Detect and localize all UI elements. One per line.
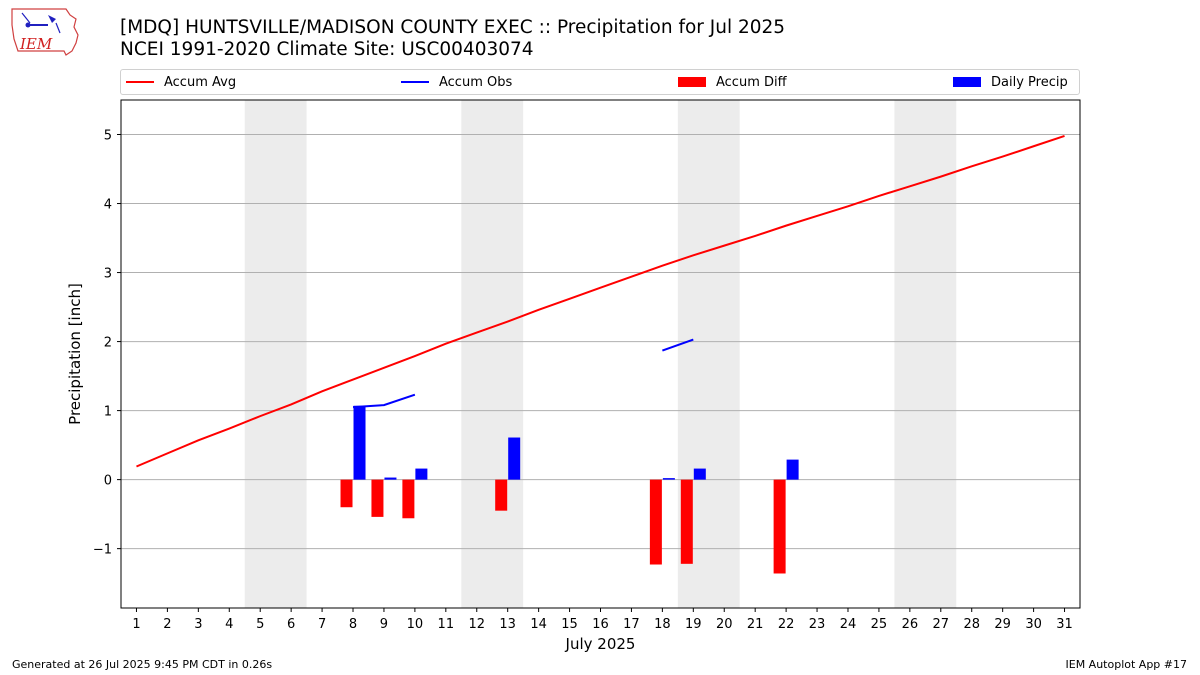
x-tick-label-27: 27 <box>933 617 950 632</box>
daily-precip-bar-10 <box>415 468 428 480</box>
x-axis-label: July 2025 <box>565 635 636 653</box>
x-tick-label-12: 12 <box>468 617 485 632</box>
x-tick-label-15: 15 <box>561 617 578 632</box>
y-tick-label-2: 2 <box>104 336 112 351</box>
legend-item-daily-precip: Daily Precip <box>953 70 1068 94</box>
x-tick-label-10: 10 <box>407 617 424 632</box>
accum-diff-bar-19 <box>680 479 693 564</box>
weekend-band-3 <box>894 100 957 608</box>
y-axis-label: Precipitation [inch] <box>66 283 84 425</box>
x-tick-label-6: 6 <box>287 617 295 632</box>
chart-legend: Accum Avg Accum Obs Accum Diff Daily Pre… <box>120 69 1080 95</box>
x-tick-label-19: 19 <box>685 617 702 632</box>
accum-obs-line-0 <box>352 393 416 409</box>
legend-label-daily-precip: Daily Precip <box>991 74 1068 90</box>
daily-precip-bar-22 <box>786 459 799 480</box>
legend-label-accum-avg: Accum Avg <box>164 74 237 90</box>
chart-title: [MDQ] HUNTSVILLE/MADISON COUNTY EXEC :: … <box>120 17 785 61</box>
legend-label-accum-obs: Accum Obs <box>439 74 513 90</box>
weekend-band-0 <box>244 100 307 608</box>
x-tick-label-7: 7 <box>318 617 326 632</box>
y-tick-label-5: 5 <box>104 129 112 144</box>
x-tick-label-5: 5 <box>256 617 264 632</box>
x-tick-label-8: 8 <box>349 617 357 632</box>
x-tick-label-17: 17 <box>623 617 640 632</box>
x-tick-label-22: 22 <box>778 617 795 632</box>
daily-precip-bar-19 <box>693 468 706 480</box>
footer-generated: Generated at 26 Jul 2025 9:45 PM CDT in … <box>12 658 273 671</box>
y-tick-label-4: 4 <box>104 198 112 213</box>
y-tick-label-0: 0 <box>104 474 112 489</box>
x-tick-label-9: 9 <box>380 617 388 632</box>
legend-swatch-accum-avg <box>126 81 154 83</box>
x-tick-label-16: 16 <box>592 617 609 632</box>
legend-item-accum-diff: Accum Diff <box>678 70 787 94</box>
daily-precip-bar-18 <box>662 478 675 480</box>
daily-precip-bar-8 <box>353 405 366 480</box>
iem-logo: IEM <box>8 5 82 59</box>
y-tick-label--1: −1 <box>93 543 112 558</box>
accum-diff-bar-8 <box>340 479 353 508</box>
y-tick-label-3: 3 <box>104 267 112 282</box>
x-tick-label-25: 25 <box>871 617 888 632</box>
legend-item-accum-avg: Accum Avg <box>126 70 236 94</box>
title-line-2: NCEI 1991-2020 Climate Site: USC00403074 <box>120 39 534 60</box>
accum-obs-line-1 <box>662 338 694 352</box>
legend-item-accum-obs: Accum Obs <box>401 70 512 94</box>
x-tick-label-23: 23 <box>809 617 826 632</box>
legend-swatch-daily-precip <box>953 77 981 87</box>
accum-diff-bar-9 <box>371 479 384 517</box>
x-tick-label-31: 31 <box>1056 617 1073 632</box>
x-tick-label-13: 13 <box>499 617 516 632</box>
accum-diff-bar-10 <box>402 479 415 519</box>
title-line-1: [MDQ] HUNTSVILLE/MADISON COUNTY EXEC :: … <box>120 17 786 38</box>
accum-diff-bar-18 <box>649 479 662 565</box>
x-tick-label-26: 26 <box>902 617 919 632</box>
legend-swatch-accum-diff <box>678 77 706 87</box>
x-tick-label-18: 18 <box>654 617 671 632</box>
weekend-band-1 <box>461 100 524 608</box>
iem-logo-text: IEM <box>19 35 53 53</box>
y-tick-label-1: 1 <box>104 405 112 420</box>
iem-logo-graphic: IEM <box>11 8 79 56</box>
x-tick-label-4: 4 <box>225 617 233 632</box>
x-tick-label-11: 11 <box>438 617 455 632</box>
x-tick-label-3: 3 <box>194 617 202 632</box>
accum-diff-bar-13 <box>495 479 508 511</box>
x-tick-label-30: 30 <box>1025 617 1042 632</box>
x-tick-label-1: 1 <box>132 617 140 632</box>
daily-precip-bar-9 <box>384 477 397 480</box>
x-tick-label-2: 2 <box>163 617 171 632</box>
x-tick-label-21: 21 <box>747 617 764 632</box>
accum-avg-line <box>136 134 1065 468</box>
x-tick-label-24: 24 <box>840 617 857 632</box>
x-tick-label-20: 20 <box>716 617 733 632</box>
x-tick-label-28: 28 <box>963 617 980 632</box>
footer-app: IEM Autoplot App #17 <box>1065 658 1188 671</box>
daily-precip-bar-13 <box>508 437 521 480</box>
x-tick-label-29: 29 <box>994 617 1011 632</box>
legend-label-accum-diff: Accum Diff <box>716 74 787 90</box>
x-tick-label-14: 14 <box>530 617 547 632</box>
legend-swatch-accum-obs <box>401 81 429 83</box>
accum-diff-bar-22 <box>773 479 786 574</box>
